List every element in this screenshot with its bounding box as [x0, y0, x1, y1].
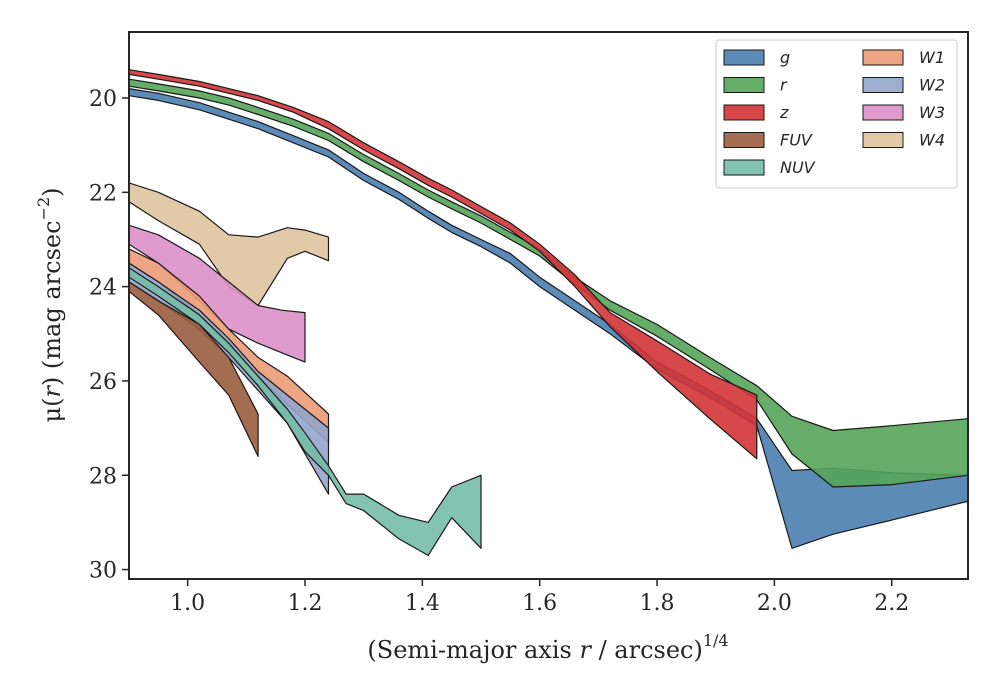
legend-label-w3: W3: [919, 103, 945, 122]
band-w4: [129, 182, 330, 307]
x-tick-label: 1.2: [288, 591, 323, 616]
x-tick-label: 2.0: [757, 591, 792, 616]
band-nuv: [129, 267, 482, 557]
y-tick-label: 22: [89, 181, 117, 206]
legend-label-fuv: FUV: [780, 131, 813, 150]
legend-swatch-r: [723, 77, 765, 93]
x-tick-label: 1.8: [640, 591, 675, 616]
y-tick-label: 28: [89, 464, 117, 489]
band-z: [129, 69, 758, 460]
y-axis-label: μ(r) (mag arcsec−2): [34, 187, 66, 422]
legend-swatch-g: [723, 49, 765, 66]
x-axis-ticks: 1.0 1.2 1.4 1.6 1.8 2.0 2.2: [170, 579, 909, 616]
legend-label-w1: W1: [919, 48, 945, 67]
legend-label-r: r: [780, 76, 788, 95]
y-axis-ticks: 20 22 24 26 28 30: [89, 87, 129, 584]
y-tick-label: 30: [89, 559, 117, 584]
legend-swatch-fuv: [723, 132, 765, 148]
legend-label-w4: W4: [919, 131, 945, 150]
plot-frame: [128, 31, 969, 580]
x-tick-label: 2.2: [874, 591, 909, 616]
y-tick-label: 24: [89, 276, 117, 301]
legend-swatch-w2: [862, 77, 904, 93]
band-r: [129, 78, 968, 488]
legend-swatch-w3: [862, 104, 904, 121]
legend-swatch-w4: [862, 132, 904, 148]
x-tick-label: 1.0: [170, 591, 205, 616]
legend-swatch-w1: [862, 49, 904, 66]
y-tick-label: 26: [89, 370, 117, 395]
legend-swatch-z: [723, 104, 765, 121]
legend: grz FUV NUV W1 W2 W3 W4: [715, 39, 958, 189]
legend-label-z: z: [779, 103, 789, 122]
legend-swatch-nuv: [723, 159, 765, 176]
x-tick-label: 1.4: [405, 591, 440, 616]
x-axis-label: (Semi-major axis r / arcsec)1/4: [367, 631, 728, 664]
legend-label-nuv: NUV: [780, 158, 816, 177]
band-g: [129, 87, 968, 549]
band-fuv: [129, 281, 259, 457]
legend-label-w2: W2: [919, 76, 945, 95]
legend-label-g: g: [780, 48, 790, 67]
x-tick-label: 1.6: [522, 591, 557, 616]
y-tick-label: 20: [89, 87, 117, 112]
profile-bands: [129, 69, 968, 557]
